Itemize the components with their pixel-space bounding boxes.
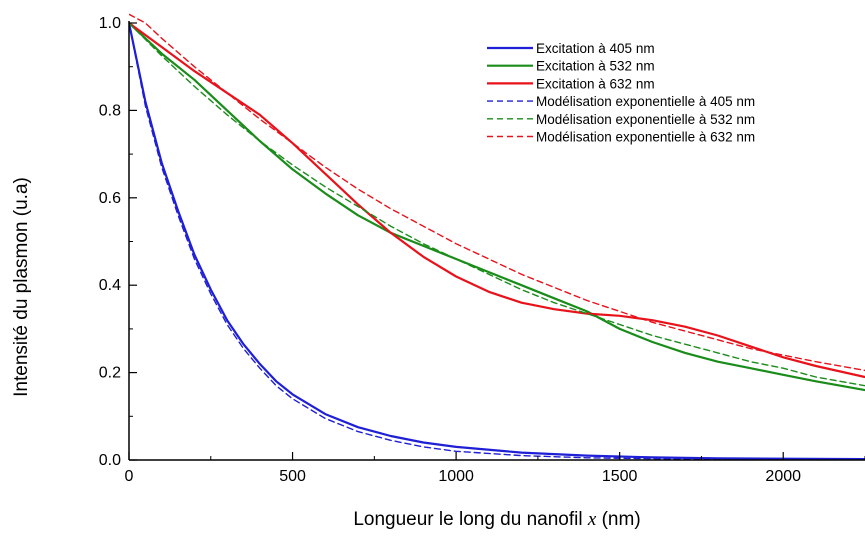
x-axis-title: Longueur le long du nanofil x (nm) (353, 509, 640, 530)
series-line-1 (129, 21, 865, 460)
x-axis-title-unit: (nm) (596, 509, 640, 530)
legend-label: Modélisation exponentielle à 405 nm (536, 94, 755, 109)
series-line-6 (129, 13, 865, 372)
y-tick-label: 0.8 (99, 102, 121, 119)
series-line-4 (129, 22, 865, 460)
y-tick-label: 0.2 (99, 365, 121, 382)
legend-label: Modélisation exponentielle à 632 nm (536, 130, 755, 145)
x-tick-label: 1500 (602, 468, 638, 485)
legend-label: Excitation à 405 nm (536, 41, 655, 56)
series-line-5 (129, 22, 865, 387)
series-line-3 (129, 21, 865, 379)
legend-label: Excitation à 632 nm (536, 76, 655, 91)
x-tick-label: 500 (279, 468, 306, 485)
x-tick-label: 0 (125, 468, 134, 485)
x-tick-label: 2000 (765, 468, 801, 485)
x-tick-label: 1000 (438, 468, 474, 485)
x-axis-title-variable: x (587, 509, 597, 530)
legend-label: Excitation à 532 nm (536, 59, 655, 74)
axes-layer: 0.0 0.2 0.4 0.6 0.8 1.0 0 500 1000 1500 2000 (99, 15, 865, 485)
series-layer (129, 13, 865, 460)
y-tick-label: 0.6 (99, 190, 121, 207)
y-tick-label: 0.4 (99, 277, 121, 294)
x-axis-title-main: Longueur le long du nanofil (353, 509, 588, 530)
series-line-2 (129, 21, 865, 392)
legend: Excitation à 405 nm Excitation à 532 nm Ex… (487, 41, 755, 145)
y-axis-title: Intensité du plasmon (u.a) (11, 177, 32, 397)
y-tick-label: 0.0 (99, 452, 121, 469)
legend-label: Modélisation exponentielle à 532 nm (536, 112, 755, 127)
y-tick-label: 1.0 (99, 15, 121, 32)
